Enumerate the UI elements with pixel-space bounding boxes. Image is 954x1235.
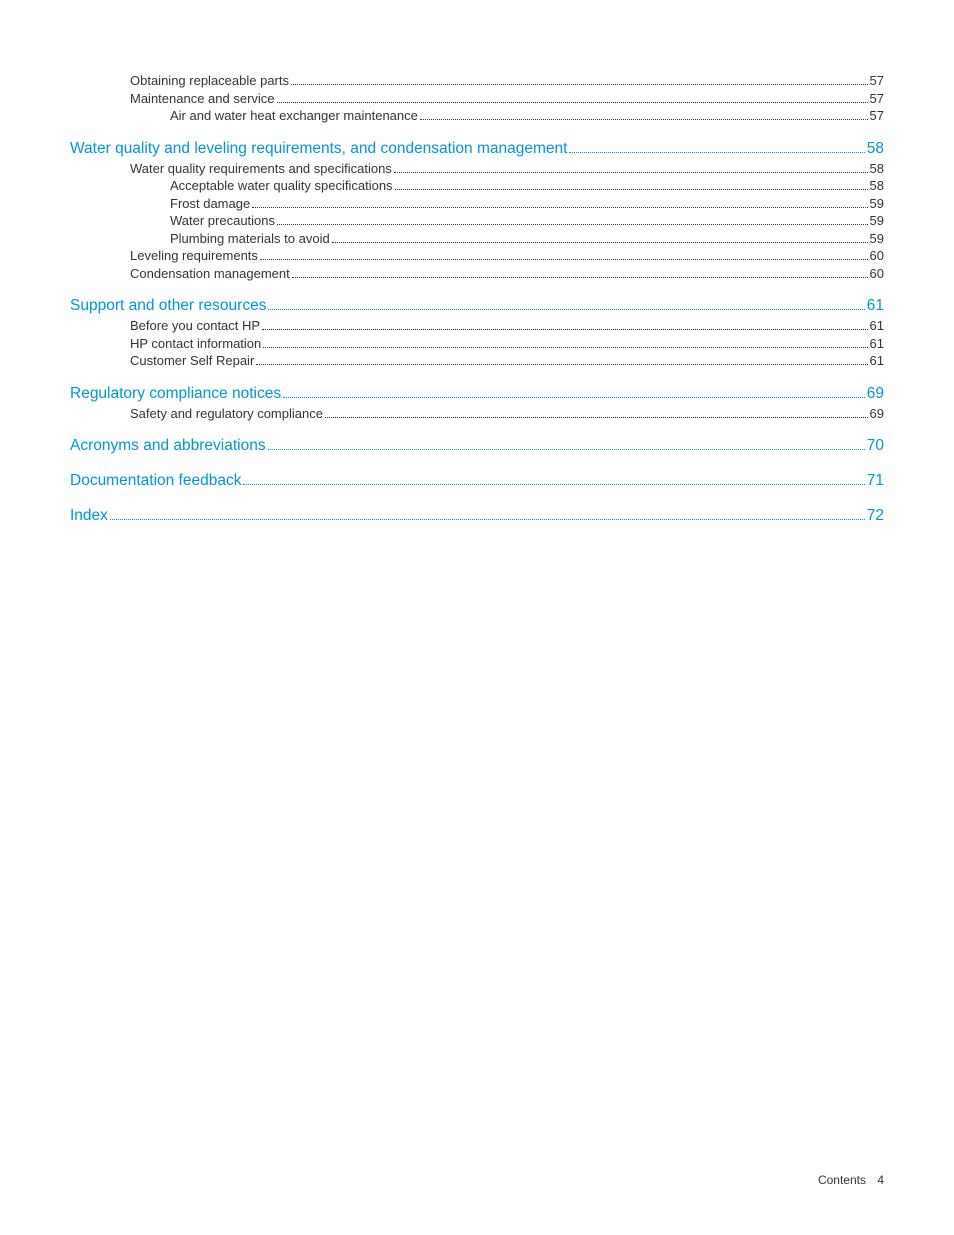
toc-row: Customer Self Repair 61: [70, 352, 884, 370]
footer-label: Contents: [818, 1173, 866, 1187]
toc-row: Regulatory compliance notices 69: [70, 384, 884, 405]
page-footer: Contents 4: [818, 1173, 884, 1187]
toc-section-page[interactable]: 72: [867, 506, 884, 527]
toc-entry-title[interactable]: Water quality requirements and specifica…: [130, 160, 392, 178]
footer-page-number: 4: [877, 1173, 884, 1187]
toc-entry-title[interactable]: Frost damage: [170, 195, 250, 213]
toc-leader-dots: [420, 119, 868, 120]
toc-leader-dots: [332, 242, 868, 243]
toc-section-page[interactable]: 70: [867, 436, 884, 457]
toc-leader-dots: [263, 347, 867, 348]
toc-leader-dots: [243, 484, 864, 485]
toc-leader-dots: [283, 397, 865, 398]
toc-page: Obtaining replaceable parts57Maintenance…: [0, 0, 954, 1235]
toc-section-link[interactable]: Support and other resources: [70, 296, 266, 317]
toc-row: Support and other resources 61: [70, 296, 884, 317]
toc-entry-page[interactable]: 61: [870, 335, 884, 353]
toc-entry-page[interactable]: 59: [870, 212, 884, 230]
toc-entry-page[interactable]: 59: [870, 230, 884, 248]
toc-entry-title[interactable]: Obtaining replaceable parts: [130, 72, 289, 90]
toc-row: Water quality and leveling requirements,…: [70, 139, 884, 160]
toc-row: Frost damage 59: [70, 195, 884, 213]
toc-leader-dots: [569, 152, 864, 153]
toc-row: Obtaining replaceable parts 57: [70, 72, 884, 90]
toc-leader-dots: [395, 189, 868, 190]
toc-entry-page[interactable]: 60: [870, 265, 884, 283]
toc-section-link[interactable]: Acronyms and abbreviations: [70, 436, 266, 457]
toc-entry-page[interactable]: 57: [870, 72, 884, 90]
toc-row: Air and water heat exchanger maintenance…: [70, 107, 884, 125]
toc-row: Water quality requirements and specifica…: [70, 160, 884, 178]
toc-leader-dots: [262, 329, 867, 330]
toc-leader-dots: [291, 84, 868, 85]
toc-entry-page[interactable]: 57: [870, 107, 884, 125]
toc-row: Acronyms and abbreviations 70: [70, 436, 884, 457]
toc-leader-dots: [252, 207, 867, 208]
toc-section-page[interactable]: 69: [867, 384, 884, 405]
toc-leader-dots: [325, 417, 868, 418]
toc-section-page[interactable]: 58: [867, 139, 884, 160]
toc-entry-title[interactable]: Condensation management: [130, 265, 290, 283]
toc-row: Leveling requirements 60: [70, 247, 884, 265]
toc-section-link[interactable]: Index: [70, 506, 108, 527]
toc-entry-page[interactable]: 69: [870, 405, 884, 423]
toc-entry-title[interactable]: HP contact information: [130, 335, 261, 353]
toc-section-link[interactable]: Documentation feedback: [70, 471, 241, 492]
toc-section-page[interactable]: 71: [867, 471, 884, 492]
toc-leader-dots: [394, 172, 868, 173]
toc-section-link[interactable]: Water quality and leveling requirements,…: [70, 139, 567, 160]
toc-entry-page[interactable]: 57: [870, 90, 884, 108]
toc-row: Index 72: [70, 506, 884, 527]
toc-section-page[interactable]: 61: [867, 296, 884, 317]
toc-row: Acceptable water quality specifications 5…: [70, 177, 884, 195]
toc-entry-title[interactable]: Air and water heat exchanger maintenance: [170, 107, 418, 125]
toc-leader-dots: [110, 519, 865, 520]
toc-row: Maintenance and service 57: [70, 90, 884, 108]
toc-entry-page[interactable]: 61: [870, 317, 884, 335]
toc-entry-page[interactable]: 58: [870, 177, 884, 195]
toc-entry-page[interactable]: 60: [870, 247, 884, 265]
toc-entry-title[interactable]: Plumbing materials to avoid: [170, 230, 330, 248]
toc-container: Obtaining replaceable parts57Maintenance…: [70, 72, 884, 527]
toc-leader-dots: [256, 364, 867, 365]
toc-entry-title[interactable]: Before you contact HP: [130, 317, 260, 335]
toc-leader-dots: [268, 309, 864, 310]
toc-row: Water precautions 59: [70, 212, 884, 230]
toc-row: Documentation feedback 71: [70, 471, 884, 492]
toc-leader-dots: [292, 277, 868, 278]
toc-entry-page[interactable]: 61: [870, 352, 884, 370]
toc-leader-dots: [268, 449, 865, 450]
toc-entry-title[interactable]: Acceptable water quality specifications: [170, 177, 393, 195]
toc-entry-title[interactable]: Leveling requirements: [130, 247, 258, 265]
toc-row: HP contact information 61: [70, 335, 884, 353]
toc-entry-page[interactable]: 58: [870, 160, 884, 178]
toc-entry-title[interactable]: Safety and regulatory compliance: [130, 405, 323, 423]
toc-entry-title[interactable]: Maintenance and service: [130, 90, 275, 108]
toc-entry-title[interactable]: Customer Self Repair: [130, 352, 254, 370]
toc-leader-dots: [277, 224, 868, 225]
toc-section-link[interactable]: Regulatory compliance notices: [70, 384, 281, 405]
toc-row: Condensation management 60: [70, 265, 884, 283]
toc-entry-page[interactable]: 59: [870, 195, 884, 213]
toc-leader-dots: [277, 102, 868, 103]
toc-row: Plumbing materials to avoid 59: [70, 230, 884, 248]
toc-row: Safety and regulatory compliance 69: [70, 405, 884, 423]
toc-row: Before you contact HP 61: [70, 317, 884, 335]
toc-entry-title[interactable]: Water precautions: [170, 212, 275, 230]
toc-leader-dots: [260, 259, 868, 260]
